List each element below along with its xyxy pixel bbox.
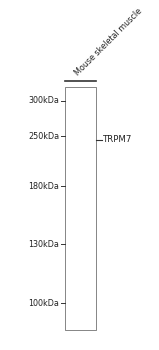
Text: 300kDa: 300kDa <box>28 96 59 105</box>
Bar <box>65 86 96 330</box>
Text: 250kDa: 250kDa <box>28 132 59 141</box>
Text: TRPM7: TRPM7 <box>103 135 133 144</box>
Text: 130kDa: 130kDa <box>28 240 59 248</box>
Text: 180kDa: 180kDa <box>28 182 59 191</box>
Text: Mouse skeletal muscle: Mouse skeletal muscle <box>73 7 143 78</box>
Text: 100kDa: 100kDa <box>28 299 59 308</box>
